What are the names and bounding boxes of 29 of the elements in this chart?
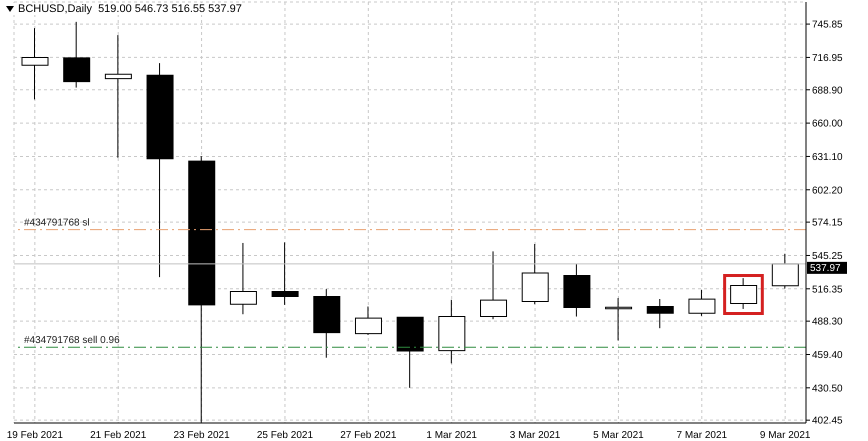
x-tick-label: 23 Feb 2021 [173, 430, 230, 441]
x-tick-label: 5 Mar 2021 [593, 430, 644, 441]
x-tick-label: 21 Feb 2021 [90, 430, 147, 441]
candlestick [605, 298, 632, 340]
y-tick-label: 430.50 [812, 383, 844, 394]
chart-title: BCHUSD,Daily 519.00 546.73 516.55 537.97 [18, 3, 242, 15]
x-tick-label: 7 Mar 2021 [676, 430, 728, 441]
y-tick-label: 716.95 [812, 52, 844, 64]
y-tick-label: 631.10 [812, 152, 844, 163]
y-tick-label: 660.00 [812, 118, 844, 130]
y-tick-label: 574.15 [812, 218, 844, 229]
y-tick-label: 545.25 [812, 251, 844, 262]
ref-line-label: 537.97 [810, 262, 842, 274]
y-tick-label: 402.45 [812, 416, 844, 427]
y-tick-label: 516.35 [812, 284, 844, 296]
y-tick-label: 745.85 [812, 20, 844, 31]
ref-line-label: #434791768 sl [24, 218, 90, 229]
y-tick-label: 688.90 [812, 85, 844, 96]
x-tick-label: 3 Mar 2021 [510, 430, 561, 441]
ref-line-label: #434791768 sell 0.96 [24, 335, 120, 346]
x-tick-label: 25 Feb 2021 [256, 430, 314, 441]
x-tick-label: 27 Feb 2021 [340, 430, 397, 441]
x-tick-label: 1 Mar 2021 [426, 430, 478, 441]
candlestick [104, 35, 132, 158]
y-tick-label: 488.30 [812, 316, 844, 328]
x-tick-label: 19 Feb 2021 [6, 430, 64, 441]
x-tick-label: 9 Mar 2021 [760, 430, 811, 441]
y-tick-label: 602.20 [812, 185, 844, 196]
y-tick-label: 459.40 [812, 350, 844, 362]
